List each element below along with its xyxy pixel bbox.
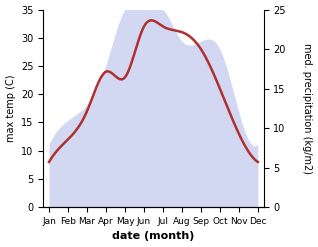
- X-axis label: date (month): date (month): [112, 231, 195, 242]
- Y-axis label: max temp (C): max temp (C): [5, 75, 16, 142]
- Y-axis label: med. precipitation (kg/m2): med. precipitation (kg/m2): [302, 43, 313, 174]
